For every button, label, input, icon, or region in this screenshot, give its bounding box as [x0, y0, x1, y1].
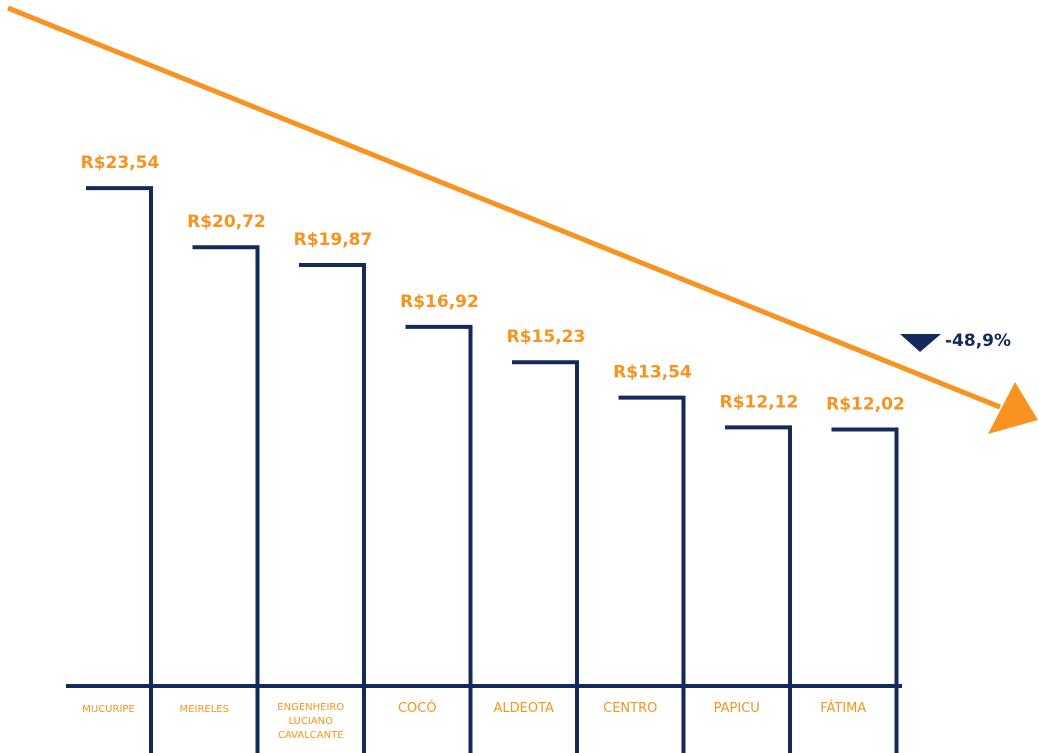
category-label: MEIRELES — [180, 704, 229, 715]
category-labels-layer: MUCURIPE MEIRELES ENGENHEIRO LUCIANO CAVALCA… — [82, 700, 866, 741]
category-label: ALDEOTA — [494, 701, 555, 716]
bar — [192, 245, 260, 753]
triangle-down-icon — [900, 334, 941, 352]
bar — [618, 395, 686, 753]
bar — [86, 186, 153, 753]
category-label: MUCURIPE — [82, 704, 135, 715]
value-label: R$13,54 — [613, 363, 692, 383]
bar — [725, 425, 792, 753]
value-labels-layer: R$23,54 R$20,72 R$19,87 R$16,92 R$15,23 R$13,… — [81, 153, 905, 414]
value-label: R$15,23 — [507, 327, 586, 347]
value-label: R$12,12 — [720, 392, 799, 412]
value-label: R$16,92 — [400, 292, 479, 312]
trend-arrow-line — [7, 5, 1001, 410]
value-label: R$20,72 — [187, 212, 266, 232]
bars-layer — [86, 186, 899, 753]
bar — [512, 360, 579, 753]
category-label: CENTRO — [603, 701, 657, 716]
change-label: -48,9% — [945, 331, 1011, 351]
value-label: R$23,54 — [81, 153, 160, 173]
value-label: R$19,87 — [294, 230, 373, 250]
bar — [405, 324, 473, 753]
category-label: ENGENHEIRO LUCIANO CAVALCANTE — [277, 702, 344, 741]
bar — [299, 263, 366, 753]
bar — [831, 427, 899, 753]
category-label: FÁTIMA — [820, 700, 866, 716]
category-label: PAPICU — [714, 701, 760, 716]
value-label: R$12,02 — [826, 394, 905, 414]
trend-arrow-head — [988, 382, 1038, 434]
category-label: COCÓ — [398, 700, 437, 716]
